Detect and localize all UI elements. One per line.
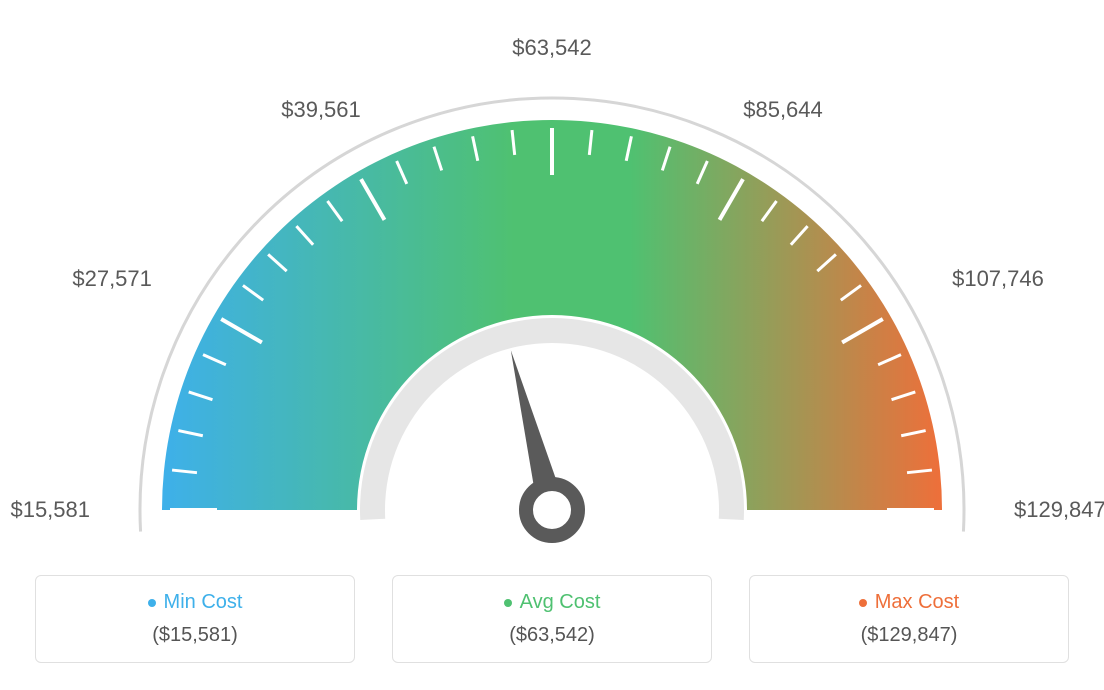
legend-dot-max [859,599,867,607]
svg-text:$39,561: $39,561 [281,97,361,122]
svg-text:$15,581: $15,581 [10,497,90,522]
svg-text:$107,746: $107,746 [952,266,1044,291]
svg-text:$85,644: $85,644 [743,97,823,122]
svg-text:$129,847: $129,847 [1014,497,1104,522]
legend-title-avg: Avg Cost [504,591,601,614]
legend-row: Min Cost ($15,581) Avg Cost ($63,542) Ma… [0,575,1104,663]
legend-title-max: Max Cost [859,591,959,614]
gauge-svg: $15,581 $27,571 $39,561 $63,542 $85,644 $107,… [0,0,1104,560]
legend-title-max-text: Max Cost [875,591,959,614]
legend-box-avg: Avg Cost ($63,542) [392,575,712,663]
gauge-chart-container: $15,581 $27,571 $39,561 $63,542 $85,644 $107,… [0,0,1104,690]
legend-value-min: ($15,581) [46,624,344,647]
legend-dot-min [148,599,156,607]
legend-value-max: ($129,847) [760,624,1058,647]
svg-text:$27,571: $27,571 [72,266,152,291]
legend-box-min: Min Cost ($15,581) [35,575,355,663]
legend-title-avg-text: Avg Cost [520,591,601,614]
legend-dot-avg [504,599,512,607]
legend-value-avg: ($63,542) [403,624,701,647]
svg-text:$63,542: $63,542 [512,35,592,60]
legend-box-max: Max Cost ($129,847) [749,575,1069,663]
legend-title-min: Min Cost [148,591,243,614]
legend-title-min-text: Min Cost [164,591,243,614]
gauge-area: $15,581 $27,571 $39,561 $63,542 $85,644 $107,… [0,0,1104,560]
